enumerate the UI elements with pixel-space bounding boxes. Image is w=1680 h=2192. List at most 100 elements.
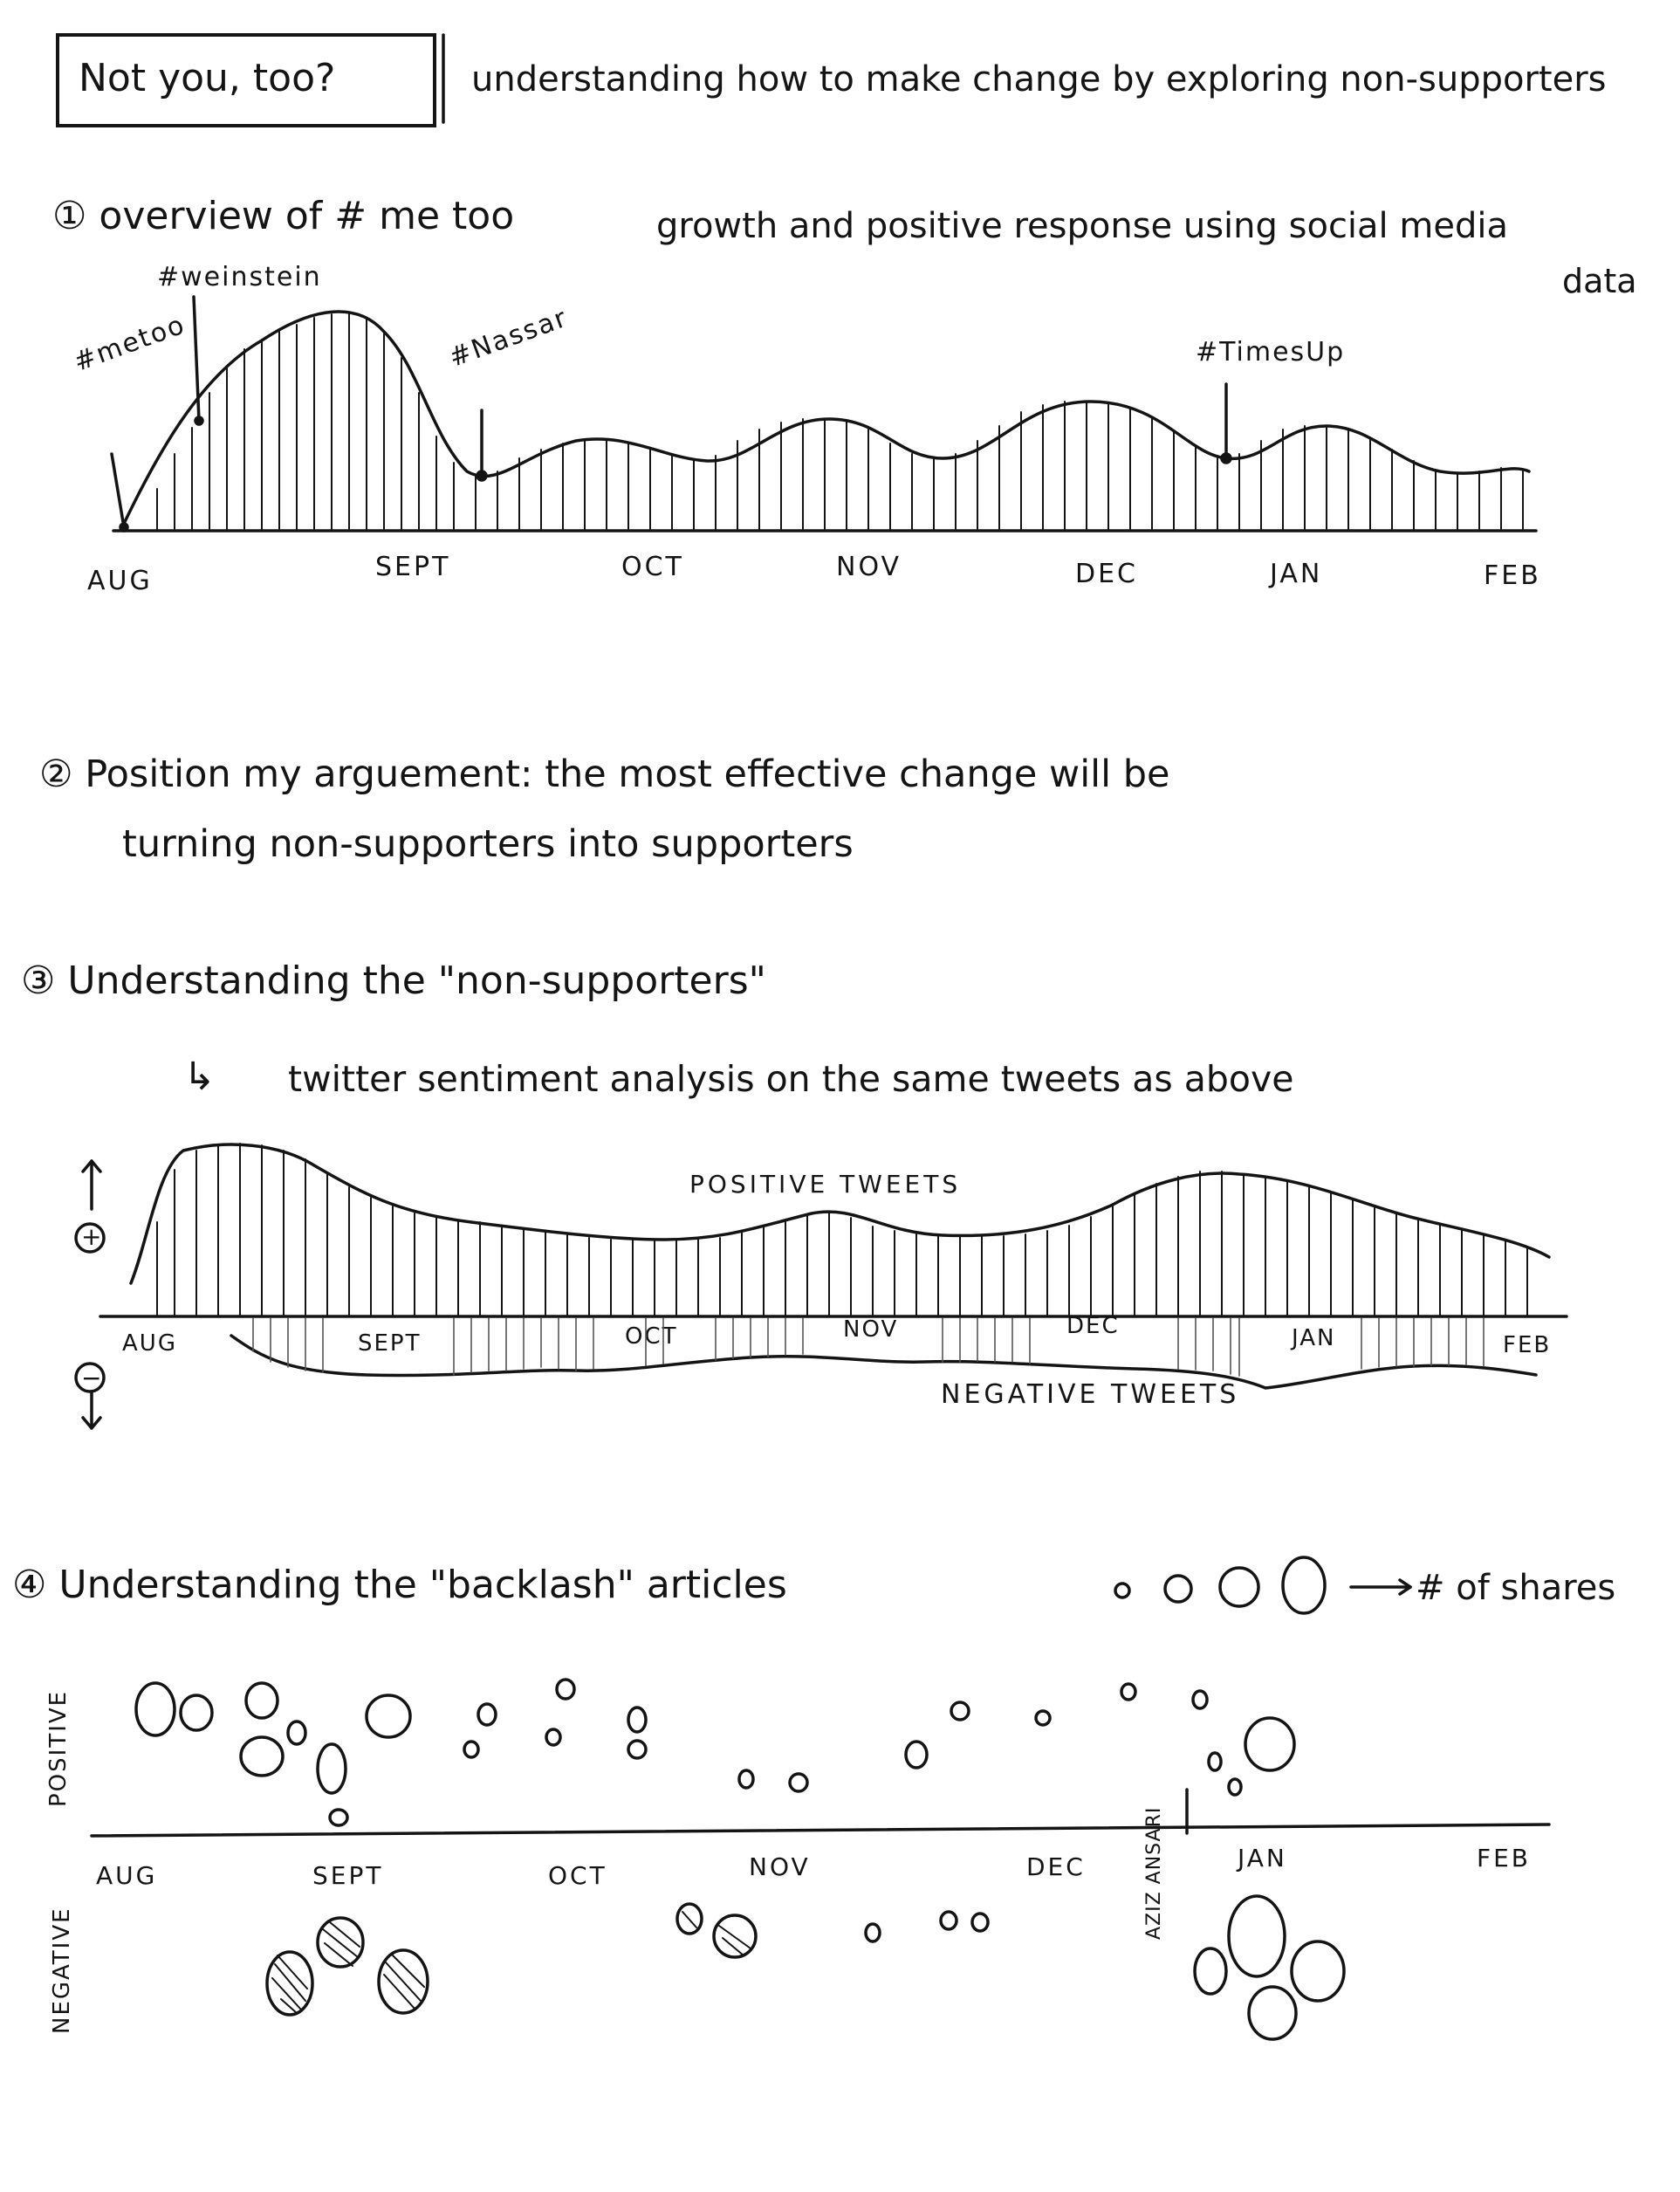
section1-heading: ① overview of # me too — [52, 194, 515, 238]
neg-bubble — [265, 1950, 314, 2017]
neg-bubble — [1193, 1947, 1228, 1996]
section4-heading: ④ Understanding the "backlash" articles — [12, 1563, 787, 1607]
s3-positive-hatching — [156, 1143, 1528, 1316]
marker-timesup-dot — [1220, 452, 1232, 464]
pos-bubble — [788, 1772, 809, 1793]
s3-month-sept: SEPT — [358, 1330, 422, 1357]
s3-month-aug: AUG — [122, 1330, 177, 1357]
pos-bubble — [1244, 1716, 1296, 1772]
section3-arrow: ↳ — [183, 1055, 216, 1099]
pos-bubble — [179, 1694, 214, 1732]
neg-bubble — [1247, 1985, 1298, 2041]
minus-symbol: − — [81, 1364, 102, 1392]
s3-positive-curve — [129, 1143, 1551, 1285]
pos-bubble — [286, 1720, 307, 1746]
section2-line2: turning non-supporters into supporters — [122, 822, 854, 866]
pos-bubble — [904, 1740, 929, 1769]
neg-bubble — [1290, 1940, 1346, 2003]
pos-bubble — [477, 1702, 497, 1727]
marker-weinstein-dot — [194, 416, 204, 426]
pos-bubble — [1034, 1709, 1052, 1727]
marker-nassar-dot — [476, 470, 488, 482]
s4-month-feb: FEB — [1477, 1844, 1532, 1872]
neg-bubble — [939, 1910, 958, 1931]
pos-bubble — [627, 1706, 648, 1734]
section2-line1: ② Position my arguement: the most effect… — [39, 752, 1170, 796]
shares-legend-text: # of shares — [1416, 1568, 1616, 1608]
pos-bubble — [950, 1701, 970, 1721]
neg-bubble — [316, 1916, 365, 1969]
s4-month-sept: SEPT — [312, 1861, 384, 1890]
s4-month-aug: AUG — [96, 1861, 158, 1890]
s3-negative-curve — [230, 1334, 1538, 1390]
s1-month-dec: DEC — [1075, 559, 1139, 589]
s3-month-jan: JAN — [1292, 1325, 1336, 1351]
s1-month-aug: AUG — [87, 566, 153, 596]
plus-arrow-head — [81, 1159, 102, 1173]
positive-tweets-label: POSITIVE TWEETS — [689, 1170, 962, 1199]
pos-bubble — [239, 1735, 285, 1777]
marker-metoo — [110, 452, 126, 529]
s3-month-feb: FEB — [1503, 1332, 1552, 1358]
legend-arrow-head — [1398, 1578, 1412, 1596]
marker-weinstein — [192, 295, 201, 423]
pos-bubble — [1191, 1689, 1209, 1710]
pos-bubble — [1207, 1751, 1223, 1772]
pos-bubble — [1227, 1777, 1243, 1797]
neg-bubble — [712, 1914, 758, 1959]
section1-heading-end: data — [1562, 262, 1637, 300]
negative-tweets-label: NEGATIVE TWEETS — [941, 1379, 1240, 1410]
pos-bubble — [555, 1678, 576, 1701]
s4-baseline — [90, 1823, 1551, 1838]
pos-bubble — [244, 1681, 279, 1720]
legend-circle-2 — [1163, 1574, 1193, 1604]
s3-month-oct: OCT — [625, 1323, 678, 1350]
s4-month-jan: JAN — [1238, 1844, 1287, 1872]
s1-month-jan: JAN — [1270, 559, 1323, 589]
plus-circle — [74, 1222, 106, 1254]
section3-heading: ③ Understanding the "non-supporters" — [21, 959, 766, 1003]
pos-bubble — [328, 1808, 349, 1827]
legend-circle-4 — [1281, 1556, 1327, 1615]
neg-bubble — [970, 1912, 990, 1933]
pos-bubble — [545, 1728, 562, 1747]
s1-growth-curve — [120, 310, 1531, 529]
pos-bubble — [627, 1739, 648, 1760]
label-timesup: #TimesUp — [1196, 337, 1346, 368]
pos-bubble — [365, 1694, 412, 1739]
pos-bubble — [1120, 1682, 1137, 1701]
neg-bubble — [675, 1902, 703, 1935]
minus-arrow-head — [81, 1416, 102, 1430]
title-subtitle: understanding how to make change by expl… — [471, 59, 1607, 100]
s4-month-dec: DEC — [1026, 1852, 1086, 1881]
legend-circle-1 — [1114, 1582, 1131, 1599]
s1-month-oct: OCT — [621, 552, 684, 582]
pos-bubble — [463, 1740, 480, 1759]
positive-bubbles — [134, 1678, 1296, 1827]
neg-bubble — [864, 1922, 881, 1943]
s4-month-oct: OCT — [548, 1861, 607, 1890]
legend-circle-3 — [1218, 1566, 1260, 1608]
section3-sub: twitter sentiment analysis on the same t… — [288, 1058, 1294, 1100]
s1-month-sept: SEPT — [375, 552, 451, 582]
title-boxed: Not you, too? — [79, 56, 336, 100]
pos-bubble — [134, 1681, 176, 1737]
s1-month-nov: NOV — [836, 552, 902, 582]
title-box: Not you, too? — [56, 33, 436, 127]
pos-bubble — [316, 1742, 347, 1795]
s1-hatching — [156, 313, 1524, 530]
s3-month-nov: NOV — [843, 1316, 899, 1343]
section1-heading-rest: growth and positive response using socia… — [656, 206, 1508, 246]
s4-month-nov: NOV — [749, 1852, 811, 1881]
neg-bubble — [377, 1948, 429, 2015]
s1-month-feb: FEB — [1484, 560, 1541, 591]
label-weinstein: #weinstein — [157, 262, 322, 292]
marker-metoo-dot — [119, 522, 129, 533]
s3-negative-hatching — [252, 1317, 1485, 1377]
pos-bubble — [737, 1769, 755, 1790]
negative-bubbles — [265, 1894, 1346, 2041]
negative-bubble-scribbles — [271, 1911, 751, 2014]
plus-symbol: + — [81, 1222, 102, 1251]
neg-bubble — [1227, 1894, 1286, 1978]
